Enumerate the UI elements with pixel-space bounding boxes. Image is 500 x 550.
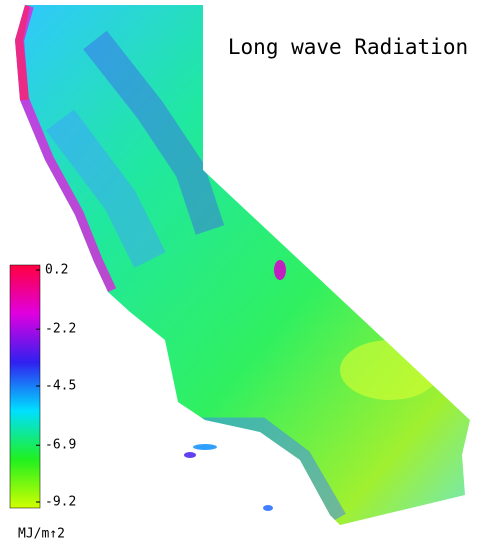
colorbar-tick-label: -2.2 xyxy=(45,322,76,337)
california-map xyxy=(15,5,470,525)
colorbar-unit: MJ/m↑2 xyxy=(18,527,65,542)
map-title: Long wave Radiation xyxy=(228,35,468,59)
colorbar-tick-label: -9.2 xyxy=(45,495,76,510)
colorbar-tick-label: -6.9 xyxy=(45,438,76,453)
colorbar-tick-label: 0.2 xyxy=(45,263,68,278)
colorbar-tick-label: -4.5 xyxy=(45,379,76,394)
colorbar xyxy=(9,264,41,509)
colorbar-ticks: 0.2 -2.2 -4.5 -6.9 -9.2 xyxy=(36,263,76,510)
